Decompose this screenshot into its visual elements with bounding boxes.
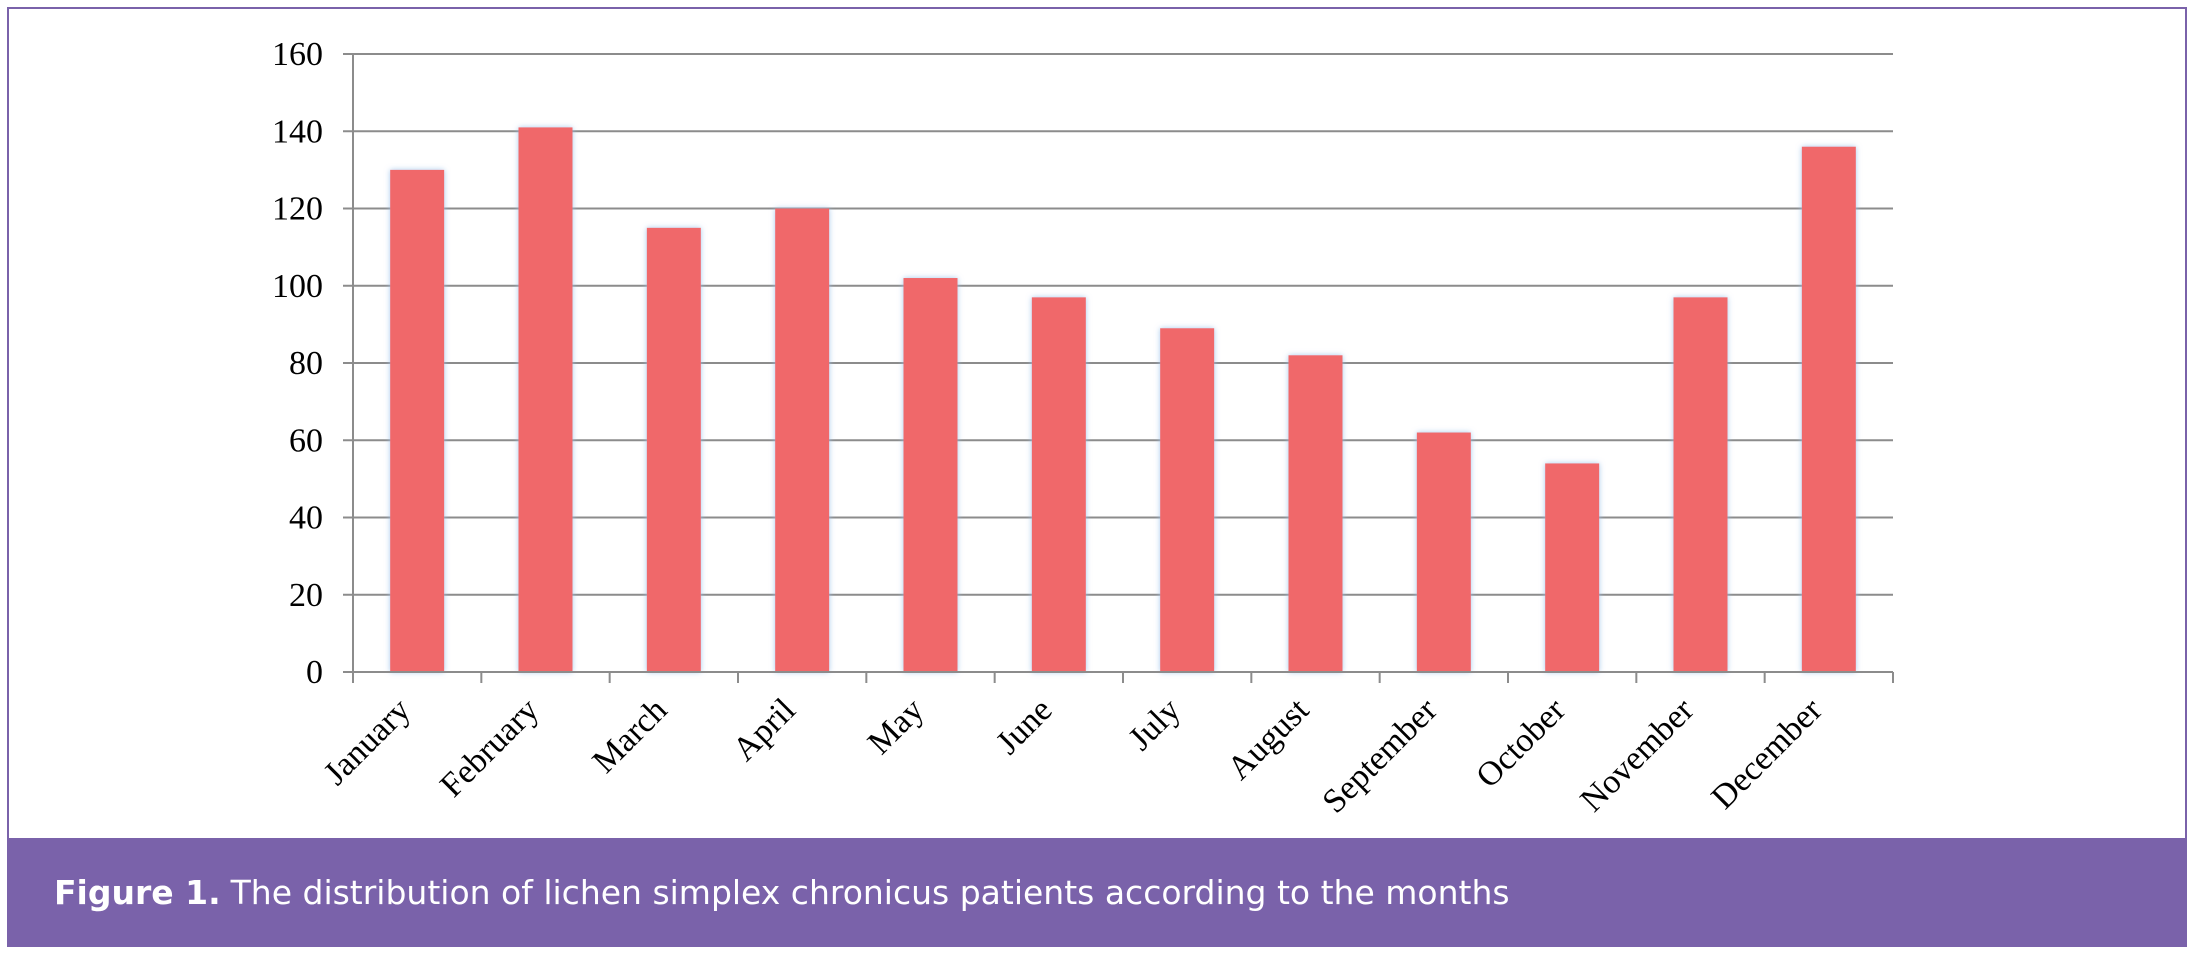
bar-december bbox=[1801, 146, 1856, 672]
x-tick-label-july: July bbox=[1122, 691, 1188, 757]
x-tick-label-november: November bbox=[1574, 691, 1702, 819]
bar-april bbox=[775, 208, 830, 672]
x-tick-label-august: August bbox=[1221, 691, 1317, 787]
axes bbox=[352, 54, 1894, 683]
y-tick-label-40: 40 bbox=[289, 500, 323, 537]
y-tick-label-120: 120 bbox=[272, 191, 323, 228]
x-tick-label-october: October bbox=[1469, 691, 1573, 795]
bar-june bbox=[1031, 297, 1086, 672]
y-tick-label-100: 100 bbox=[272, 268, 323, 305]
caption-text: The distribution of lichen simplex chron… bbox=[230, 873, 1510, 912]
y-tick-label-80: 80 bbox=[289, 345, 323, 382]
caption-label: Figure 1. bbox=[54, 873, 221, 912]
bars bbox=[390, 127, 1856, 672]
gridlines bbox=[353, 53, 1893, 596]
bar-february bbox=[518, 127, 573, 672]
x-tick-label-december: December bbox=[1705, 691, 1830, 816]
y-tick-labels: 0 20 40 60 80 100 120 140 160 bbox=[272, 36, 353, 691]
x-tick-label-march: March bbox=[586, 691, 675, 780]
bar-july bbox=[1160, 328, 1215, 672]
x-tick-label-may: May bbox=[861, 691, 931, 761]
bar-march bbox=[646, 227, 701, 672]
x-tick-label-september: September bbox=[1316, 691, 1445, 820]
y-tick-label-20: 20 bbox=[289, 577, 323, 614]
y-tick-label-160: 160 bbox=[272, 36, 323, 73]
x-tick-label-june: June bbox=[989, 691, 1059, 761]
bar-october bbox=[1545, 463, 1600, 672]
figure-caption: Figure 1. The distribution of lichen sim… bbox=[7, 838, 2187, 947]
y-tick-label-0: 0 bbox=[306, 654, 323, 691]
x-tick-label-april: April bbox=[726, 691, 803, 768]
x-tick-label-february: February bbox=[433, 691, 546, 804]
bar-may bbox=[903, 278, 958, 672]
x-category-labels: January February March April May June July Augu… bbox=[317, 691, 1830, 820]
bar-november bbox=[1673, 297, 1728, 672]
bar-september bbox=[1416, 432, 1471, 672]
bar-august bbox=[1288, 355, 1343, 672]
bar-chart: 0 20 40 60 80 100 120 140 160 January February Mar… bbox=[272, 36, 1894, 820]
y-tick-label-140: 140 bbox=[272, 113, 323, 150]
x-tick-label-january: January bbox=[317, 691, 418, 792]
y-tick-label-60: 60 bbox=[289, 422, 323, 459]
bar-january bbox=[390, 169, 445, 672]
